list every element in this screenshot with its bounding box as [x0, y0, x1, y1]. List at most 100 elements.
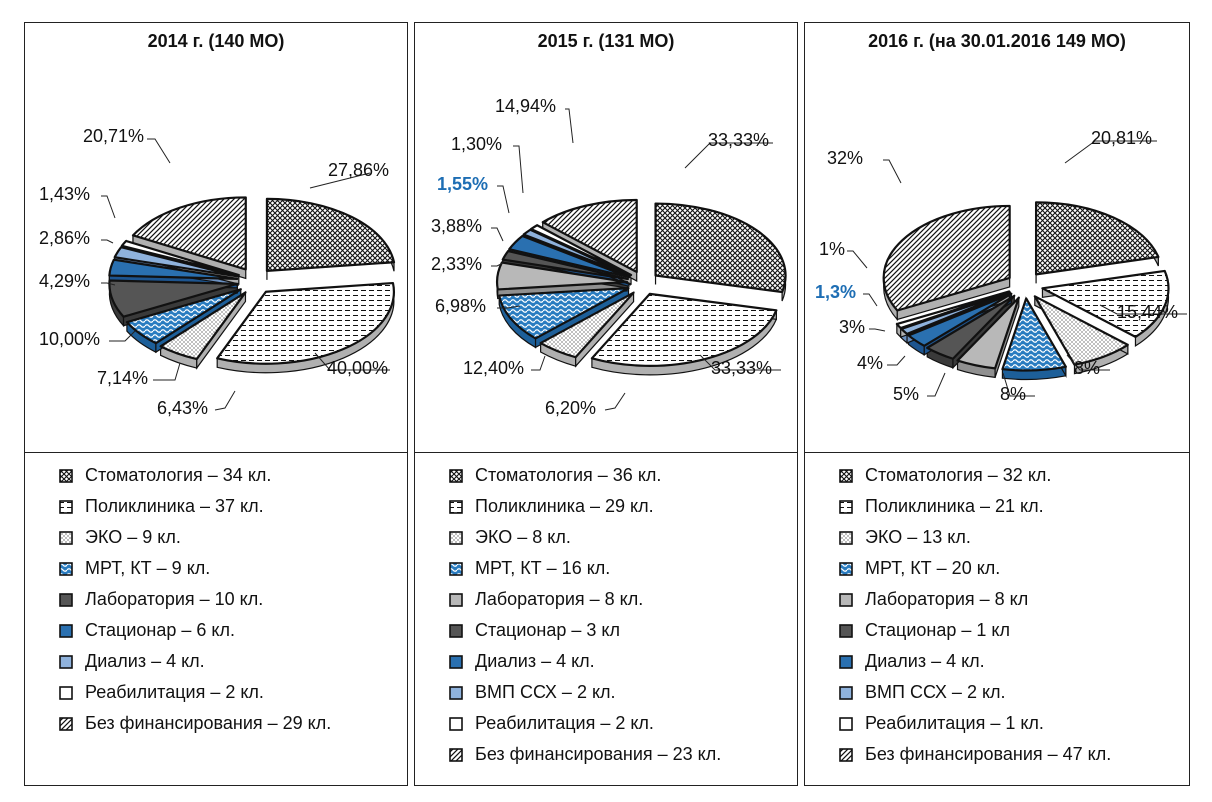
legend-swatch [839, 592, 853, 607]
label-leader-line [869, 328, 886, 332]
label-leader-line [497, 185, 510, 214]
label-leader-line [101, 239, 114, 244]
legend-label: Поликлиника – 29 кл. [475, 496, 654, 516]
slice-percent-label: 1,3% [815, 282, 856, 302]
pie-slice [590, 292, 778, 367]
pie-slice [495, 261, 629, 291]
slice-percent-label: 32% [827, 148, 863, 168]
slice-percent-label: 33,33% [708, 130, 769, 150]
label-leader-line [491, 227, 504, 242]
pie-slice [654, 202, 787, 294]
legend-item: Лаборатория – 10 кл. [59, 584, 407, 615]
legend-item: Стоматология – 36 кл. [449, 460, 797, 491]
legend-label: МРТ, КТ – 9 кл. [85, 558, 211, 578]
legend-item: Реабилитация – 2 кл. [449, 708, 797, 739]
legend-label: Реабилитация – 2 кл. [85, 682, 264, 702]
slice-percent-label: 20,71% [83, 126, 144, 146]
legend-swatch [449, 468, 463, 483]
chart-panel-2015: 2015 г. (131 МО) 33,33% 33,33% 6,20% 12,40%… [414, 22, 798, 786]
pie-slice [1033, 295, 1129, 366]
legend-item: Без финансирования – 23 кл. [449, 739, 797, 770]
legend: Стоматология – 32 кл. Поликлиника – 21 кл… [805, 460, 1189, 770]
label-leader-line [863, 293, 878, 307]
chart-area: 2014 г. (140 МО) 27,86% 40,00% 6,43% 7,14% 1… [25, 23, 407, 453]
chart-panel-2016: 2016 г. (на 30.01.2016 149 МО) 20,81% 15,… [804, 22, 1190, 786]
legend-swatch [839, 499, 853, 514]
legend-item: Поликлиника – 37 кл. [59, 491, 407, 522]
slice-percent-label: 20,81% [1091, 128, 1152, 148]
legend-swatch [449, 685, 463, 700]
pie-slice [1001, 297, 1067, 372]
label-leader-line [927, 372, 946, 397]
legend-item: Диализ – 4 кл. [59, 646, 407, 677]
legend-item: ВМП ССХ – 2 кл. [449, 677, 797, 708]
legend-label: Реабилитация – 1 кл. [865, 713, 1044, 733]
slice-percent-label: 5% [893, 384, 919, 404]
slice-percent-label: 27,86% [328, 160, 389, 180]
legend-swatch [59, 468, 73, 483]
pie-slice [1034, 201, 1160, 276]
legend-label: Без финансирования – 29 кл. [85, 713, 332, 733]
pie-slice [539, 291, 635, 359]
legend-label: Диализ – 4 кл. [865, 651, 985, 671]
slice-percent-label: 4,29% [39, 271, 90, 291]
legend-swatch [839, 623, 853, 638]
legend-item: Стоматология – 32 кл. [839, 460, 1189, 491]
legend-swatch [59, 592, 73, 607]
legend-item: Диализ – 4 кл. [839, 646, 1189, 677]
label-leader-line [101, 282, 116, 286]
legend-item: Лаборатория – 8 кл. [449, 584, 797, 615]
legend-label: Поликлиника – 37 кл. [85, 496, 264, 516]
chart-title: 2016 г. (на 30.01.2016 149 МО) [868, 31, 1126, 51]
slice-percent-label: 14,94% [495, 96, 556, 116]
legend-item: Без финансирования – 47 кл. [839, 739, 1189, 770]
slice-percent-label: 33,33% [711, 358, 772, 378]
slice-percent-label: 40,00% [327, 358, 388, 378]
pie-slice [159, 291, 247, 361]
pie-slice [895, 290, 1011, 330]
label-leader-line [531, 355, 546, 371]
slice-percent-label: 1% [819, 239, 845, 259]
legend-label: Поликлиника – 21 кл. [865, 496, 1044, 516]
slice-percent-label: 2,33% [431, 254, 482, 274]
label-leader-line [565, 108, 574, 144]
pie-slice [956, 296, 1020, 370]
slice-percent-label: 8% [1074, 358, 1100, 378]
legend-swatch [449, 499, 463, 514]
legend-item: Стоматология – 34 кл. [59, 460, 407, 491]
label-leader-line [699, 354, 781, 371]
legend-swatch [449, 747, 463, 762]
legend-swatch [59, 654, 73, 669]
legend-swatch [839, 468, 853, 483]
label-leader-line [314, 352, 390, 371]
label-leader-line [101, 195, 116, 219]
legend-label: Лаборатория – 10 кл. [85, 589, 264, 609]
label-leader-line [1064, 140, 1157, 164]
pie-slice [125, 288, 242, 345]
pie-slice [113, 246, 240, 278]
pie-slice [882, 204, 1011, 312]
legend-item: Лаборатория – 8 кл [839, 584, 1189, 615]
label-leader-line [847, 250, 868, 269]
slice-percent-label: 1,43% [39, 184, 90, 204]
legend: Стоматология – 36 кл. Поликлиника – 29 кл… [415, 460, 797, 770]
legend-item: Без финансирования – 29 кл. [59, 708, 407, 739]
legend-swatch [449, 654, 463, 669]
legend-label: Реабилитация – 2 кл. [475, 713, 654, 733]
legend-item: Реабилитация – 2 кл. [59, 677, 407, 708]
slice-percent-label: 2,86% [39, 228, 90, 248]
pie-slice [508, 234, 631, 279]
legend-label: Лаборатория – 8 кл [865, 589, 1029, 609]
legend-label: Стационар – 1 кл [865, 620, 1010, 640]
legend-label: Без финансирования – 47 кл. [865, 744, 1112, 764]
legend-label: Стоматология – 32 кл. [865, 465, 1052, 485]
slice-percent-label: 7,14% [97, 368, 148, 388]
legend-swatch [839, 716, 853, 731]
legend-item: МРТ, КТ – 9 кл. [59, 553, 407, 584]
slice-percent-label: 15,44% [1117, 302, 1178, 322]
label-leader-line [1066, 354, 1110, 371]
legend-label: ВМП ССХ – 2 кл. [865, 682, 1006, 702]
legend-label: Диализ – 4 кл. [475, 651, 595, 671]
pie-slice [501, 249, 629, 281]
legend-label: Стоматология – 34 кл. [85, 465, 272, 485]
